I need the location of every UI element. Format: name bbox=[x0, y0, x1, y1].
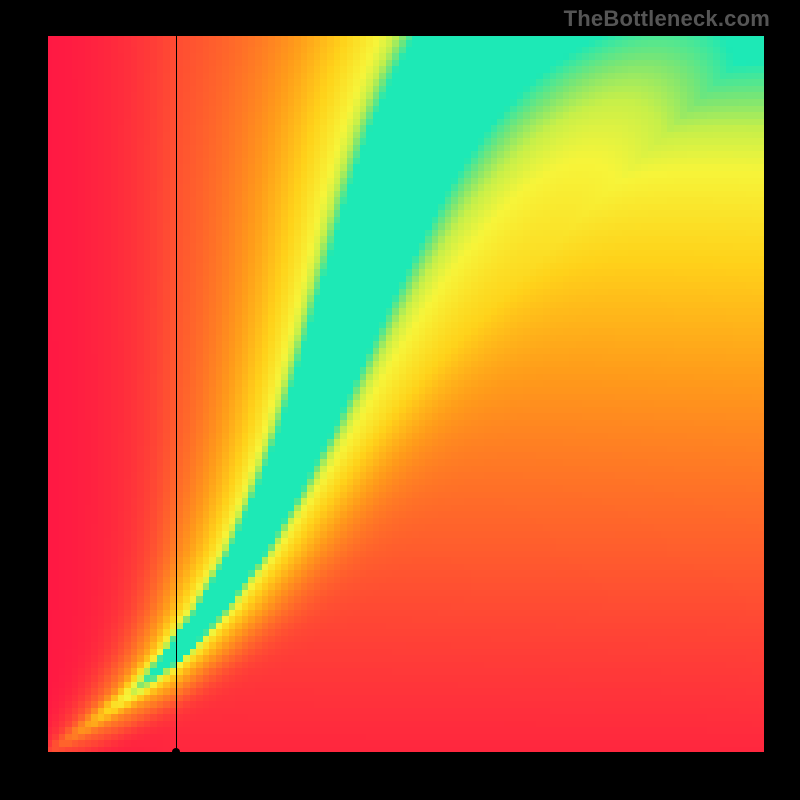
marker-dot bbox=[172, 748, 180, 756]
heatmap-plot bbox=[46, 34, 766, 754]
heatmap-canvas bbox=[46, 34, 766, 754]
marker-vertical-line bbox=[176, 36, 177, 752]
watermark-text: TheBottleneck.com bbox=[564, 6, 770, 32]
